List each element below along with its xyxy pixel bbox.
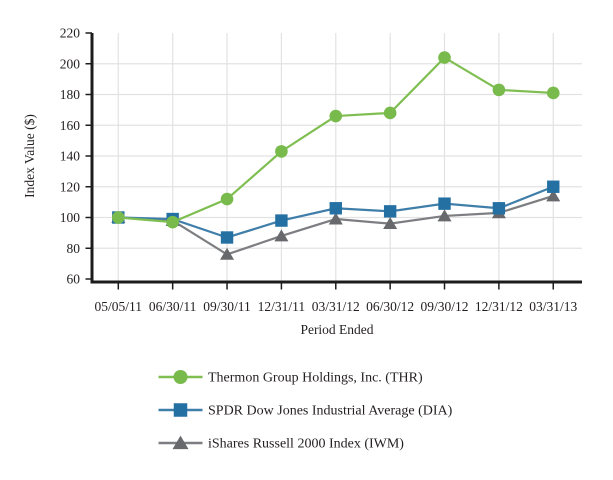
data-point-marker (437, 209, 452, 222)
x-tick-label-8: 03/31/13 (529, 299, 577, 314)
data-point-marker (383, 217, 398, 230)
y-tick-label-140: 140 (60, 149, 81, 164)
gridlines (92, 33, 582, 281)
x-tick-label-6: 09/30/12 (421, 299, 469, 314)
legend-label-iwm: iShares Russell 2000 Index (IWM) (208, 437, 404, 452)
x-tick-label-0: 05/05/11 (95, 299, 143, 314)
data-point-marker (274, 229, 289, 242)
data-point-marker (329, 109, 343, 123)
data-point-marker (166, 215, 179, 229)
data-point-marker (383, 106, 397, 120)
data-point-marker (328, 212, 343, 225)
y-tick-label-120: 120 (60, 179, 81, 194)
x-tick-label-3: 12/31/11 (258, 299, 306, 314)
x-tick-label-5: 06/30/12 (366, 299, 414, 314)
y-tick-label-100: 100 (60, 210, 81, 225)
data-point-marker (220, 231, 234, 244)
legend-swatch-square (158, 403, 203, 417)
x-tick-label-1: 06/30/11 (149, 299, 197, 314)
data-point-marker (547, 180, 560, 193)
y-axis-title: Index Value ($) (22, 114, 37, 198)
data-point-marker (329, 202, 342, 215)
y-tick-label-60: 60 (67, 272, 81, 287)
data-point-marker (492, 202, 506, 215)
y-tick-label-160: 160 (60, 118, 81, 133)
data-point-marker (546, 86, 560, 100)
data-point-marker (438, 197, 451, 210)
legend-marker (173, 403, 188, 417)
data-point-marker (275, 214, 288, 227)
legend-label-dia: SPDR Dow Jones Industrial Average (DIA) (208, 404, 453, 419)
y-tick-label-200: 200 (60, 56, 81, 71)
data-point-marker (275, 145, 288, 158)
x-tick-label-2: 09/30/11 (203, 299, 251, 314)
legend-swatch-circle (158, 370, 203, 384)
data-point-marker (220, 247, 235, 260)
legend-swatches (158, 370, 203, 450)
axes: 60 80 100 120 140 160 180 200 220 05/05/11 06/30/1… (60, 26, 582, 314)
series-square (112, 180, 560, 244)
y-tick-label-220: 220 (60, 26, 81, 41)
legend-marker (173, 370, 188, 384)
legend-label-thr: Thermon Group Holdings, Inc. (THR) (208, 371, 423, 386)
data-point-marker (492, 83, 506, 97)
legend: Thermon Group Holdings, Inc. (THR) SPDR … (158, 370, 453, 452)
data-point-marker (383, 205, 397, 218)
x-tick-label-7: 12/31/12 (475, 299, 523, 314)
data-point-marker (220, 192, 234, 206)
data-series (111, 51, 561, 260)
series-circle (112, 51, 560, 229)
data-point-marker (112, 211, 125, 224)
y-tick-label-180: 180 (60, 87, 81, 102)
x-axis-title: Period Ended (300, 322, 373, 337)
legend-marker (172, 435, 189, 450)
data-point-marker (546, 189, 561, 202)
x-tick-label-4: 03/31/12 (312, 299, 360, 314)
legend-swatch-triangle (158, 435, 203, 450)
y-tick-label-80: 80 (67, 241, 81, 256)
data-point-marker (438, 51, 451, 64)
